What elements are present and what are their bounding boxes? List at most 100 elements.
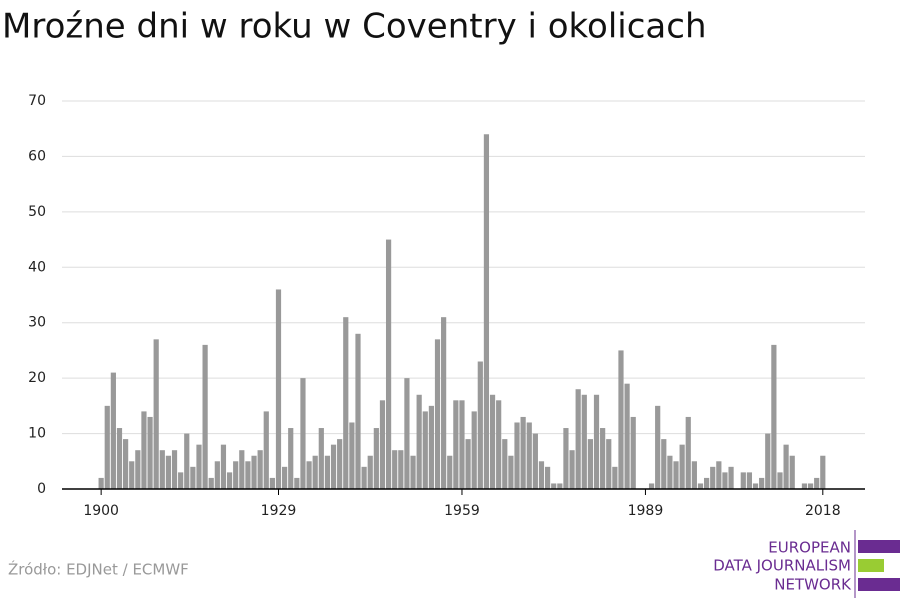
bar (330, 444, 337, 489)
bar (483, 134, 490, 489)
bar (123, 439, 129, 489)
bar (159, 450, 165, 489)
bar (557, 483, 563, 489)
bar (777, 472, 783, 489)
bar (789, 455, 795, 489)
bar (269, 477, 275, 489)
bar (593, 394, 600, 489)
bar (606, 439, 612, 489)
bar (233, 461, 239, 489)
bar (184, 433, 190, 489)
logo-text: EUROPEAN (768, 539, 851, 557)
bar (245, 461, 251, 489)
bar (477, 361, 483, 489)
bar (178, 472, 184, 489)
bar (196, 444, 202, 489)
bar (129, 461, 135, 489)
bar (759, 477, 765, 489)
bar (434, 339, 441, 489)
bar (453, 400, 459, 489)
y-tick-label: 0 (37, 481, 46, 497)
bar (324, 455, 331, 489)
bar (728, 466, 734, 489)
bar (648, 483, 655, 489)
bar (471, 411, 477, 489)
bar (722, 472, 728, 489)
y-tick-label: 60 (28, 148, 46, 164)
bar (165, 455, 172, 489)
bar (667, 455, 673, 489)
logo-bar (858, 540, 900, 553)
bar (612, 466, 618, 489)
bar (135, 450, 141, 489)
logo-bar (858, 578, 900, 591)
bar (318, 428, 324, 489)
bar (765, 433, 771, 489)
bar (801, 483, 808, 489)
bar (404, 378, 410, 489)
bar (428, 405, 434, 489)
bar (575, 389, 581, 489)
bar (343, 317, 349, 489)
bar (294, 477, 300, 489)
bar (392, 450, 398, 489)
bar (416, 394, 422, 489)
bar (257, 450, 263, 489)
y-tick-label: 10 (28, 426, 46, 442)
bar (214, 461, 220, 489)
bar (685, 416, 691, 489)
bar (526, 422, 532, 489)
bar (465, 439, 471, 489)
bar (630, 416, 636, 489)
bar (624, 383, 630, 489)
bar (814, 477, 820, 489)
y-tick-label: 70 (28, 93, 46, 109)
x-tick-label: 1959 (444, 503, 480, 519)
bar (691, 461, 697, 489)
bar (361, 466, 367, 489)
bar (171, 450, 178, 489)
bar (697, 483, 704, 489)
bar (489, 394, 496, 489)
bar (398, 450, 404, 489)
bar (710, 466, 716, 489)
x-tick-label: 1929 (261, 503, 297, 519)
logo-bar (858, 559, 884, 572)
bar (190, 466, 196, 489)
bar (379, 400, 386, 489)
bar (202, 344, 208, 489)
bar (337, 439, 343, 489)
chart-title: Mroźne dni w roku w Coventry i okolicach (2, 7, 707, 47)
x-tick-label: 1900 (83, 503, 119, 519)
bar (153, 339, 159, 489)
bar (508, 455, 514, 489)
bar (275, 289, 282, 489)
bar (771, 344, 777, 489)
bar (459, 400, 465, 489)
bar (746, 472, 753, 489)
bar (716, 461, 722, 489)
bar (581, 394, 587, 489)
y-tick-label: 20 (28, 370, 46, 386)
bar (98, 477, 104, 489)
bar (441, 317, 447, 489)
bar (288, 428, 294, 489)
bar (563, 428, 569, 489)
bar (520, 416, 526, 489)
bar (355, 333, 361, 489)
y-tick-label: 40 (28, 259, 46, 275)
bar (544, 466, 551, 489)
bar (282, 466, 288, 489)
bar (141, 411, 147, 489)
x-tick-label: 2018 (805, 503, 841, 519)
bar (251, 455, 257, 489)
y-tick-label: 30 (28, 315, 46, 331)
bar (263, 411, 269, 489)
bar (116, 428, 123, 489)
bar (349, 422, 355, 489)
bar (104, 405, 110, 489)
bar (661, 439, 667, 489)
logo: EUROPEAN DATA JOURNALISM NETWORK (713, 530, 900, 598)
bar (587, 439, 594, 489)
